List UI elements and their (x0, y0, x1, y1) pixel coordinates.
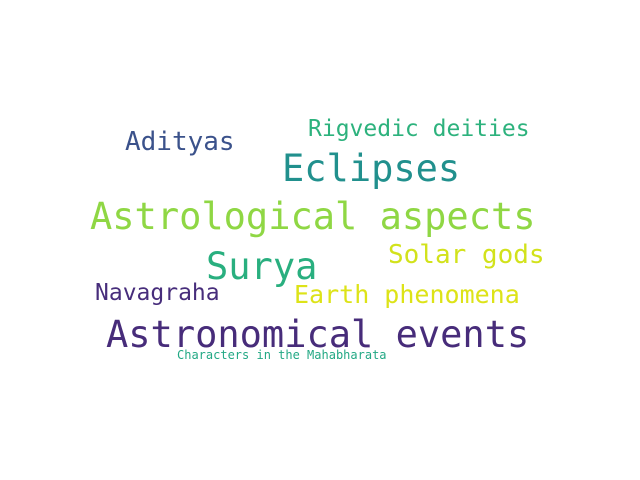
word-earth-phenomena: Earth phenomena (294, 280, 520, 309)
word-solar-gods: Solar gods (388, 240, 545, 270)
word-astronomical-events: Astronomical events (106, 313, 530, 356)
word-adityas: Adityas (125, 127, 235, 157)
word-eclipses: Eclipses (282, 147, 461, 190)
word-surya: Surya (206, 245, 318, 288)
word-astrological-aspects: Astrological aspects (90, 195, 536, 238)
word-characters-in-the-mahabharata: Characters in the Mahabharata (177, 348, 387, 362)
word-navagraha: Navagraha (95, 280, 220, 306)
word-rigvedic-deities: Rigvedic deities (308, 116, 530, 142)
